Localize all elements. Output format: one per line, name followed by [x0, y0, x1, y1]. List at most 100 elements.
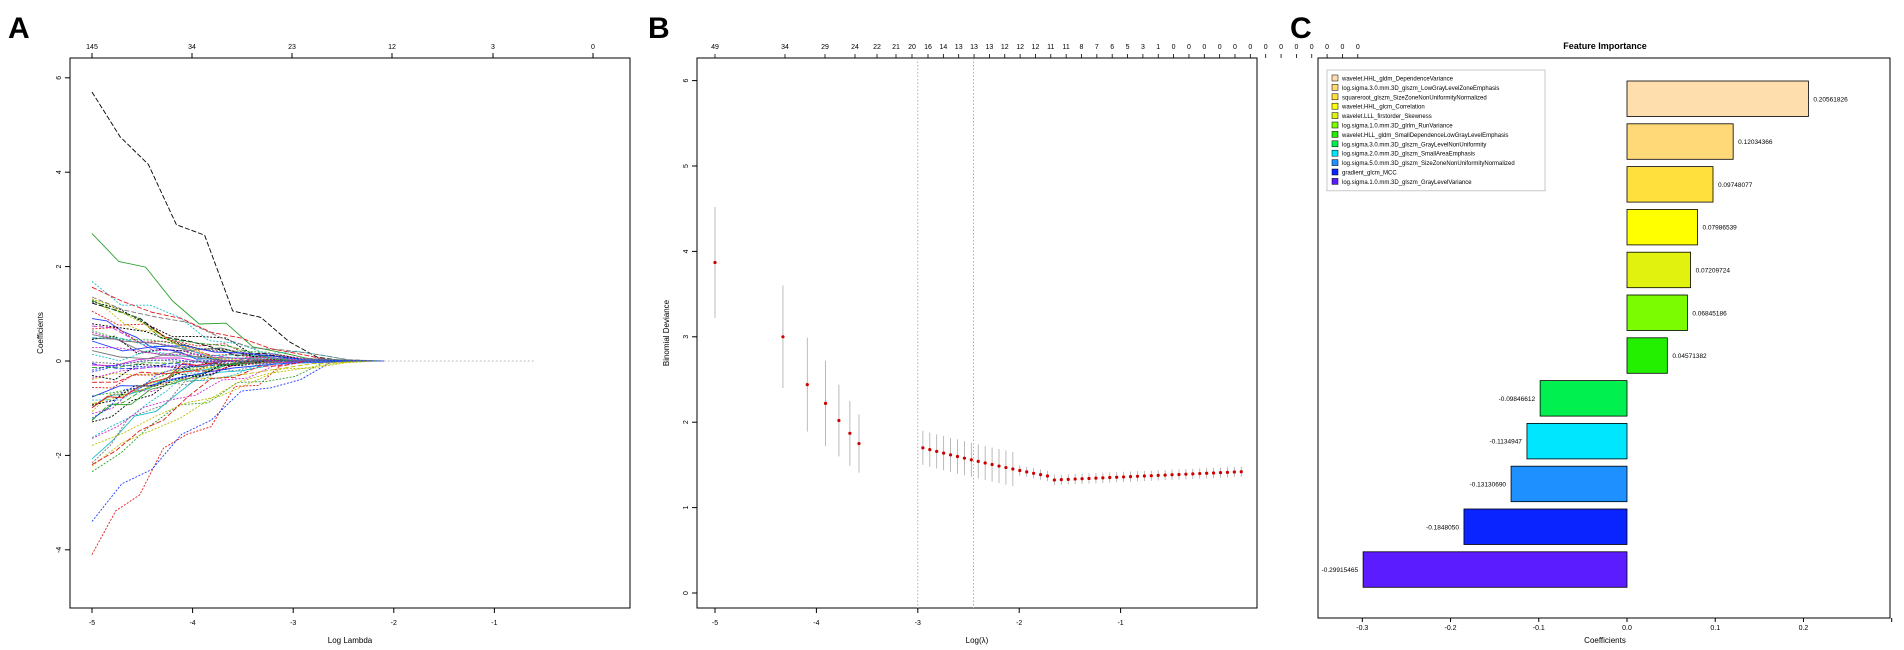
panel-c-bar-value-label: 0.12034366	[1738, 139, 1773, 146]
panel-b-cv-point	[1080, 477, 1084, 481]
panel-a-top-tick-label: 12	[388, 44, 396, 51]
panel-b-cv-point	[1108, 475, 1112, 480]
panel-b-y-tick-label: 6	[683, 79, 690, 83]
panel-b-cv-point	[1218, 471, 1223, 475]
panel-c-bar	[1626, 123, 1734, 160]
panel-b-cv-point	[1198, 471, 1202, 476]
panel-b-cv-point	[990, 462, 994, 467]
panel-b-cv-point	[928, 448, 932, 452]
panel-b-top-tick-label: 20	[908, 44, 916, 51]
panel-b-cv-point	[1128, 475, 1133, 479]
panel-b-cv-point	[837, 418, 841, 423]
panel-b-cv-point	[1073, 477, 1077, 481]
panel-c-legend-swatch	[1331, 149, 1339, 157]
panel-b-cv-point	[942, 451, 946, 455]
panel-c-bar-value-label: -0.13130690	[1470, 481, 1507, 488]
panel-a-x-tick-label: -1	[491, 620, 497, 627]
panel-a-x-axis: -5 -4 -3 -2 -1	[89, 608, 498, 627]
panel-b-top-tick-label: 0	[1310, 44, 1314, 51]
panel-c-bar	[1539, 380, 1628, 417]
panel-b-top-tick-label: 12	[1001, 44, 1009, 51]
panel-b-cv-point	[857, 441, 861, 446]
panel-a-coef-path	[91, 359, 384, 365]
panel-a-y-axis-label: Coefficients	[36, 312, 45, 354]
panel-c-x-tick-label: 0.0	[1622, 625, 1632, 632]
panel-a-coef-path	[91, 299, 384, 362]
panel-b-y-tick-label: 5	[683, 164, 690, 168]
panel-b-cv-point	[1066, 477, 1070, 481]
panel-b-top-tick-label: 5	[1126, 44, 1130, 51]
panel-b-top-tick-label: 0	[1340, 44, 1344, 51]
panel-c-legend-label: wavelet.HLL_gldm_SmallDependenceLowGrayL…	[1341, 133, 1508, 139]
panel-a-coef-path	[91, 360, 384, 439]
panel-b-top-tick-label: 0	[1294, 44, 1298, 51]
panel-a-y-tick-label: 2	[56, 265, 63, 269]
panel-a-top-tick-label: 3	[491, 44, 495, 51]
panel-a-y-tick-label: 0	[56, 359, 63, 363]
panel-b-top-tick-label: 0	[1202, 44, 1206, 51]
panel-a-top-tick-label: 34	[188, 44, 196, 51]
panel-c-legend-label: log.sigma.1.0.mm.3D_glrlm_RunVariance	[1342, 124, 1453, 130]
panel-c-bar	[1362, 551, 1628, 588]
panel-b-cv-point	[1115, 475, 1119, 479]
panel-c-legend-swatch	[1331, 84, 1339, 91]
panel-b-cv-point	[1101, 476, 1105, 480]
panel-label-b: B	[648, 12, 670, 45]
panel-b-cv-point	[935, 449, 939, 453]
panel-b-cv-point	[1059, 478, 1063, 482]
panel-a-x-tick-label: -2	[391, 620, 397, 627]
panel-b-plot-frame	[696, 57, 1258, 609]
panel-c-legend-label: wavelet.HHL_glcm_Correlation	[1341, 105, 1425, 111]
panel-c-bar-value-label: -0.29915465	[1322, 567, 1359, 574]
panel-a-coef-path	[91, 360, 384, 555]
panel-label-a: A	[8, 12, 30, 45]
panel-c-legend-swatch	[1331, 178, 1339, 185]
panel-b-y-tick-label: 1	[683, 506, 690, 510]
panel-b-cv-point	[962, 456, 966, 460]
panel-a-top-tick-label: 23	[288, 44, 296, 51]
panel-a-x-tick-label: -3	[290, 620, 296, 627]
panel-b-cv-points	[713, 206, 1243, 487]
panel-a-coef-path	[91, 360, 384, 398]
panel-b-top-tick-label: 34	[781, 44, 789, 51]
panel-b-cv-point	[1142, 474, 1146, 478]
panel-b-top-tick-label: 14	[939, 44, 947, 51]
panel-c-bar	[1626, 166, 1714, 203]
panel-b-cv-point	[948, 453, 953, 457]
panel-b-top-tick-label: 0	[1218, 44, 1222, 51]
panel-b-top-tick-label: 7	[1095, 44, 1099, 51]
panel-b-cv-point	[1087, 476, 1091, 481]
panel-c-legend-label: wavelet.HHL_gldm_DependenceVariance	[1341, 77, 1454, 83]
panel-c-legend: wavelet.HHL_gldm_DependenceVariance log.s…	[1326, 69, 1546, 192]
panel-c-legend-swatch	[1331, 112, 1339, 119]
panel-b-x-tick-label: -2	[1016, 620, 1022, 627]
panel-c-x-tick-label: 0.2	[1799, 625, 1809, 632]
panel-c-legend-swatch	[1331, 168, 1339, 176]
panel-a-coef-path	[91, 360, 384, 415]
panel-b-y-tick-label: 0	[683, 591, 690, 595]
panel-b-cv-point	[1011, 467, 1015, 471]
panel-a-coef-path	[91, 334, 384, 362]
panel-c-legend-label: squareroot_glszm_SizeZoneNonUniformityNo…	[1342, 95, 1487, 101]
panel-a-top-tick-label: 145	[86, 44, 98, 51]
panel-a-lasso-path: -5 -4 -3 -2 -1 -4 -2 0 2 4 6 145 34 23 12 3 0 Log Lamb…	[36, 44, 631, 645]
panel-b-top-tick-label: 0	[1187, 44, 1191, 51]
panel-a-y-axis: -4 -2 0 2 4 6	[56, 76, 70, 553]
panel-b-cv-point	[781, 335, 785, 339]
panel-b-cv-point	[1149, 474, 1153, 478]
panel-c-x-tick-label: 0.1	[1710, 625, 1720, 632]
panel-a-coef-path	[91, 360, 384, 383]
panel-c-x-tick-label: -0.1	[1533, 625, 1545, 632]
panel-c-bar	[1463, 508, 1628, 545]
panel-b-top-tick-label: 13	[970, 44, 978, 51]
panel-b-cv-point	[1205, 471, 1209, 475]
panel-b-cv-point	[1163, 473, 1167, 477]
panel-a-x-tick-label: -4	[189, 620, 195, 627]
panel-c-legend-swatch	[1331, 159, 1339, 166]
panel-a-coef-path	[91, 360, 384, 373]
panel-a-coef-path	[91, 360, 384, 419]
panel-b-top-tick-label: 11	[1047, 44, 1054, 51]
panel-a-coef-path	[91, 360, 384, 473]
panel-a-coef-path	[91, 281, 384, 362]
panel-b-cv-point	[976, 459, 980, 463]
